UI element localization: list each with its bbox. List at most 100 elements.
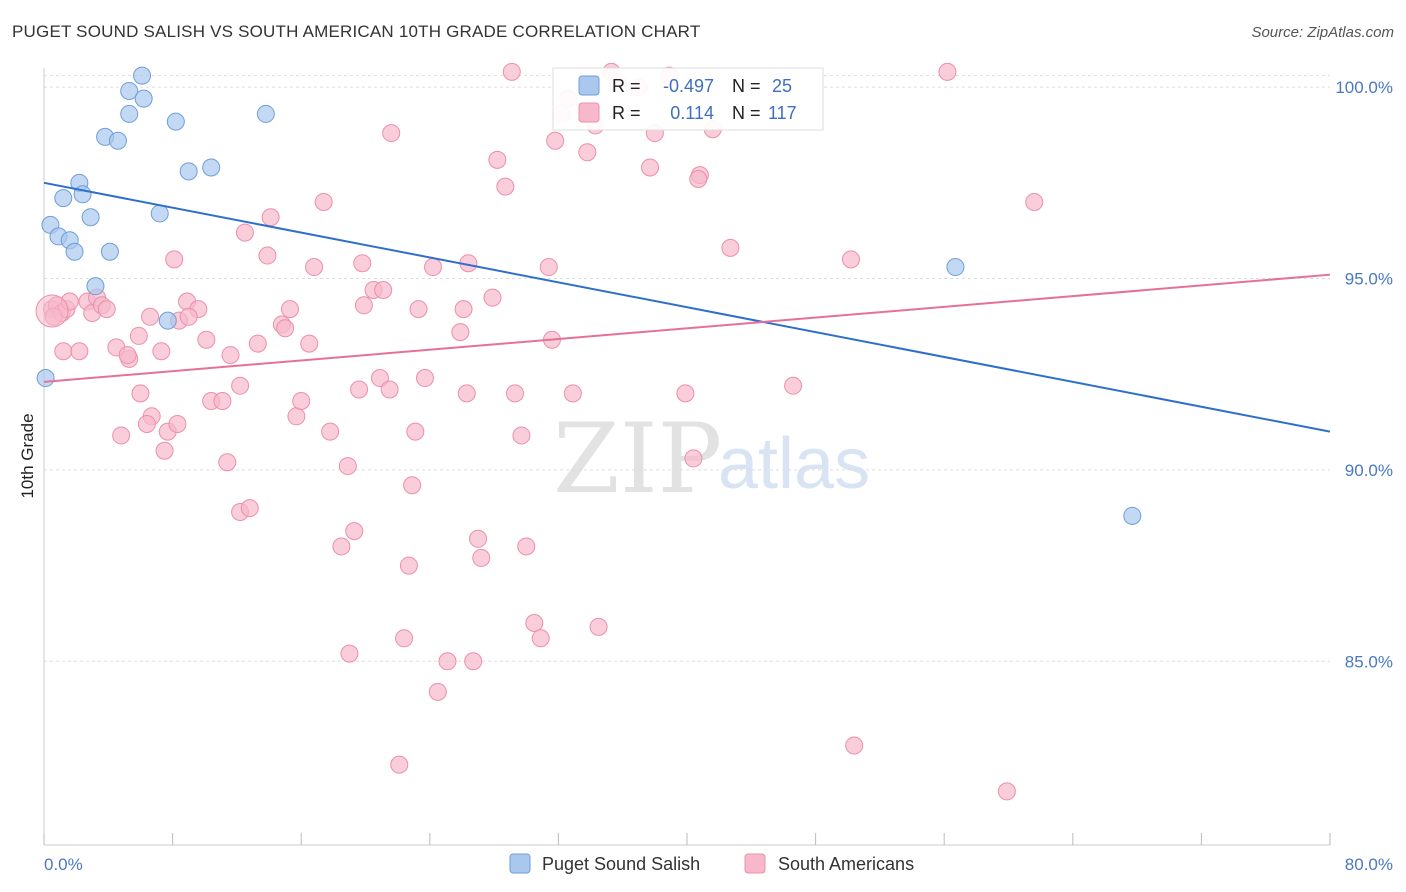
scatter-point [721,238,740,257]
scatter-point [97,300,116,319]
legend-swatch-blue [578,75,600,96]
scatter-point [150,204,169,223]
scatter-point [382,124,401,143]
y-tick-label: 90.0% [1345,461,1393,480]
scatter-point [424,258,443,277]
scatter-point [65,242,84,261]
scatter-point [314,192,333,211]
scatter-point [81,208,100,227]
scatter-point [133,66,152,85]
scatter-point [179,307,198,326]
scatter-point [684,449,703,468]
scatter-point [676,384,695,403]
source-credit: Source: ZipAtlas.com [1251,24,1394,41]
scatter-point [946,258,965,277]
bottom-legend-swatch-pink [744,853,766,874]
scatter-point [938,62,957,81]
scatter-point [374,281,393,299]
scatter-point [137,414,156,433]
scatter-point [120,104,139,123]
legend-n-value-pink: 117 [768,103,797,123]
scatter-point [338,457,357,476]
scatter-point [235,223,254,242]
scatter-point [152,342,171,361]
scatter-point [261,208,280,227]
trend-lines [43,181,1331,433]
scatter-point [70,342,89,361]
scatter-point [120,81,139,100]
trend-line-puget-sound-salish [43,181,1331,433]
x-tick-label-max: 80.0% [1345,855,1393,874]
scatter-point [472,548,491,567]
scatter-point [563,384,582,403]
scatter-point [305,258,324,277]
scatter-point [502,62,521,81]
scatter-point [483,288,502,307]
trend-line-south-americans [43,273,1331,383]
scatter-point [350,380,369,399]
scatter-point [118,346,137,365]
chart-title: PUGET SOUND SALISH VS SOUTH AMERICAN 10T… [12,22,701,41]
bottom-legend-swatch-blue [509,853,531,874]
scatter-point [258,246,277,265]
scatter-point [353,254,372,273]
scatter-point [464,652,483,671]
scatter-point [129,326,148,345]
scatter-point [415,369,434,388]
scatter-point [86,277,105,296]
scatter-point [517,537,536,556]
scatter-point [231,376,250,395]
scatter-point [240,499,259,518]
scatter-point [457,384,476,403]
y-axis-label: 10th Grade [18,413,37,498]
scatter-point [539,258,558,277]
scatter-point [332,537,351,556]
bottom-legend-label-blue: Puget Sound Salish [542,854,700,874]
legend-swatch-pink [578,102,600,123]
scatter-point [345,522,364,541]
scatter-point [525,614,544,632]
scatter-point [546,131,565,150]
scatter-point [166,112,185,131]
scatter-point [202,158,221,177]
scatter-point [287,407,306,426]
scatter-point [1025,192,1044,211]
scatter-point [784,376,803,395]
scatter-point [276,319,295,338]
scatter-point [395,629,414,648]
scatter-point [578,143,597,162]
puget-sound-salish-points [36,66,1142,525]
south-americans-points [35,62,1044,801]
scatter-point-cluster [35,294,69,328]
scatter-point [841,250,860,269]
scatter-point [131,384,150,403]
watermark-atlas: atlas [718,424,870,504]
legend-r-label-pink: R = [612,103,641,123]
scatter-point [589,617,608,636]
legend-n-label-blue: N = [732,76,761,96]
scatter-point [54,189,73,208]
bottom-legend-label-pink: South Americans [778,854,914,874]
scatter-point [403,476,422,495]
scatter-point [112,426,131,445]
scatter-point [406,422,425,441]
scatter-point [409,300,428,319]
scatter-point [213,392,232,410]
scatter-point [321,422,340,441]
scatter-point [300,334,319,353]
scatter-point [256,104,275,123]
y-tick-labels: 85.0% 90.0% 95.0% 100.0% [1335,78,1393,671]
scatter-point [36,369,55,388]
scatter-point [54,342,73,361]
scatter-point [488,150,507,169]
scatter-point [155,441,174,460]
scatter-point [100,242,119,261]
y-tick-label: 95.0% [1345,270,1393,289]
scatter-point [451,323,470,342]
scatter-point [340,644,359,663]
scatter-point [496,177,515,196]
scatter-point [218,453,237,472]
legend-r-value-pink: 0.114 [670,103,714,123]
scatter-point [512,426,531,445]
